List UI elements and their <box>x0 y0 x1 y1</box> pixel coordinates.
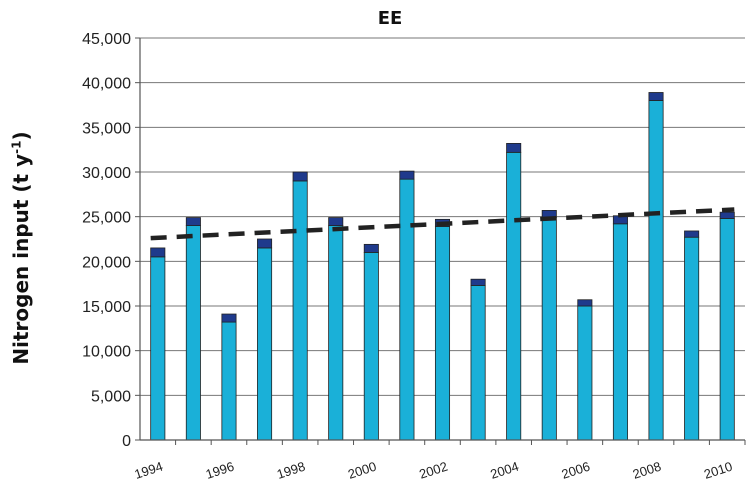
bar-cap-segment <box>150 247 166 258</box>
bar-segment <box>470 285 486 441</box>
bar-cap-segment <box>470 278 486 286</box>
bar-segment <box>328 225 344 441</box>
bar-cap-segment <box>185 217 201 226</box>
bars <box>150 92 735 441</box>
bar-segment <box>577 305 593 441</box>
y-tick-label: 45,000 <box>82 31 131 48</box>
bar-cap-segment <box>719 211 735 219</box>
y-tick-label: 0 <box>122 433 131 450</box>
y-tick-labels: 0 5,000 10,000 15,000 20,000 25,000 30,000 35,0… <box>82 31 131 450</box>
bar-segment <box>221 321 237 441</box>
y-axis-label-superscript: -1 <box>9 140 24 154</box>
y-tick-label: 5,000 <box>91 388 131 405</box>
y-axis-label-wrap: Nitrogen input (t y-1) <box>2 0 42 488</box>
bar-segment <box>648 100 664 441</box>
bar-cap-segment <box>506 143 522 153</box>
bar-cap-segment <box>399 170 415 180</box>
bar-segment <box>292 180 308 441</box>
bar-segment <box>506 151 522 441</box>
bar-segment <box>363 251 379 441</box>
y-axis-label-main: Nitrogen input (t y <box>9 153 33 365</box>
bar-cap-segment <box>221 313 237 323</box>
bar-segment <box>150 256 166 441</box>
bar-cap-segment <box>328 217 344 226</box>
x-tick-label: 1998 <box>275 459 307 482</box>
y-axis-label: Nitrogen input (t y-1) <box>9 131 33 364</box>
y-tick-label: 30,000 <box>82 165 131 182</box>
bar-segment <box>257 247 273 441</box>
bar-segment <box>719 218 735 441</box>
bar-segment <box>399 178 415 441</box>
y-tick-label: 20,000 <box>82 254 131 271</box>
x-tick-label: 2008 <box>631 459 663 482</box>
x-tick-labels: 1994 1996 1998 2000 2002 2004 2006 2008 2010 <box>133 459 735 482</box>
bar-segment <box>434 226 451 441</box>
x-tick-label: 2000 <box>346 459 378 482</box>
y-axis-label-end: ) <box>9 131 33 141</box>
y-tick-label: 25,000 <box>82 210 131 227</box>
bar-cap-segment <box>684 230 700 238</box>
bar-cap-segment <box>648 92 664 101</box>
bar-segment <box>185 225 201 441</box>
bar-segment <box>612 223 628 441</box>
bar-cap-segment <box>257 238 273 249</box>
x-tick-label: 2004 <box>488 459 520 482</box>
trend-line-path <box>150 207 735 241</box>
y-tick-label: 15,000 <box>82 299 131 316</box>
bar-segment <box>684 236 700 441</box>
bar-cap-segment <box>292 171 308 182</box>
x-tick-label: 2006 <box>560 459 592 482</box>
chart-title: EE <box>377 8 403 29</box>
x-tick-label: 2010 <box>702 459 734 482</box>
bar-cap-segment <box>363 243 379 253</box>
y-tick-label: 40,000 <box>82 76 131 93</box>
axes <box>139 38 745 441</box>
y-tick-label: 35,000 <box>82 120 131 137</box>
x-tick-label: 2002 <box>417 459 449 482</box>
x-tick-label: 1994 <box>133 459 165 482</box>
bar-segment <box>541 217 557 441</box>
trend-line <box>150 207 735 241</box>
y-tick-label: 10,000 <box>82 344 131 361</box>
x-tick-label: 1996 <box>204 459 236 482</box>
bar-cap-segment <box>577 299 593 307</box>
